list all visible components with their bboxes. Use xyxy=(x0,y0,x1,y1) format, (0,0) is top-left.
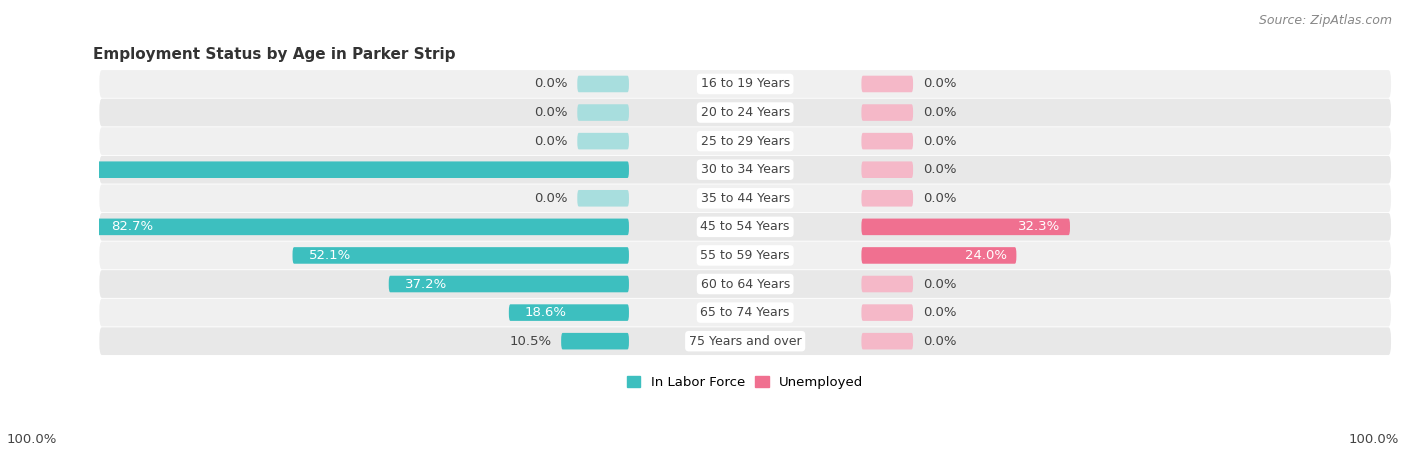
FancyBboxPatch shape xyxy=(862,133,912,149)
FancyBboxPatch shape xyxy=(862,219,1070,235)
FancyBboxPatch shape xyxy=(96,219,628,235)
Text: 0.0%: 0.0% xyxy=(922,192,956,205)
FancyBboxPatch shape xyxy=(100,299,1391,327)
FancyBboxPatch shape xyxy=(100,99,1391,126)
FancyBboxPatch shape xyxy=(578,190,628,207)
Text: 35 to 44 Years: 35 to 44 Years xyxy=(700,192,790,205)
Text: 100.0%: 100.0% xyxy=(1348,433,1399,446)
FancyBboxPatch shape xyxy=(862,161,912,178)
FancyBboxPatch shape xyxy=(578,133,628,149)
Text: 24.0%: 24.0% xyxy=(965,249,1007,262)
Text: 55 to 59 Years: 55 to 59 Years xyxy=(700,249,790,262)
Text: 0.0%: 0.0% xyxy=(534,106,568,119)
FancyBboxPatch shape xyxy=(561,333,628,350)
FancyBboxPatch shape xyxy=(100,70,1391,98)
Text: 10.5%: 10.5% xyxy=(509,335,551,348)
FancyBboxPatch shape xyxy=(862,104,912,121)
Text: 45 to 54 Years: 45 to 54 Years xyxy=(700,221,790,233)
FancyBboxPatch shape xyxy=(100,213,1391,241)
FancyBboxPatch shape xyxy=(0,161,628,178)
Text: 82.7%: 82.7% xyxy=(111,221,153,233)
Text: 0.0%: 0.0% xyxy=(534,135,568,147)
Text: 0.0%: 0.0% xyxy=(922,106,956,119)
FancyBboxPatch shape xyxy=(862,190,912,207)
FancyBboxPatch shape xyxy=(862,76,912,92)
Text: 30 to 34 Years: 30 to 34 Years xyxy=(700,163,790,176)
Text: Employment Status by Age in Parker Strip: Employment Status by Age in Parker Strip xyxy=(93,46,456,62)
Text: 0.0%: 0.0% xyxy=(922,306,956,319)
Text: 0.0%: 0.0% xyxy=(922,277,956,290)
FancyBboxPatch shape xyxy=(292,247,628,264)
Text: 100.0%: 100.0% xyxy=(7,433,58,446)
Text: 0.0%: 0.0% xyxy=(922,163,956,176)
FancyBboxPatch shape xyxy=(388,276,628,292)
FancyBboxPatch shape xyxy=(578,76,628,92)
FancyBboxPatch shape xyxy=(578,104,628,121)
Text: 65 to 74 Years: 65 to 74 Years xyxy=(700,306,790,319)
Text: 60 to 64 Years: 60 to 64 Years xyxy=(700,277,790,290)
Text: 100.0%: 100.0% xyxy=(0,163,49,176)
FancyBboxPatch shape xyxy=(100,184,1391,212)
Text: 16 to 19 Years: 16 to 19 Years xyxy=(700,78,790,91)
Text: 32.3%: 32.3% xyxy=(1018,221,1060,233)
FancyBboxPatch shape xyxy=(862,276,912,292)
FancyBboxPatch shape xyxy=(862,304,912,321)
Text: 0.0%: 0.0% xyxy=(922,135,956,147)
FancyBboxPatch shape xyxy=(100,327,1391,355)
FancyBboxPatch shape xyxy=(100,127,1391,155)
Text: 0.0%: 0.0% xyxy=(534,78,568,91)
Text: 0.0%: 0.0% xyxy=(922,78,956,91)
Text: 20 to 24 Years: 20 to 24 Years xyxy=(700,106,790,119)
Text: 0.0%: 0.0% xyxy=(534,192,568,205)
FancyBboxPatch shape xyxy=(509,304,628,321)
Text: 52.1%: 52.1% xyxy=(309,249,352,262)
FancyBboxPatch shape xyxy=(100,270,1391,298)
FancyBboxPatch shape xyxy=(862,333,912,350)
FancyBboxPatch shape xyxy=(100,242,1391,269)
Legend: In Labor Force, Unemployed: In Labor Force, Unemployed xyxy=(621,371,869,395)
Text: Source: ZipAtlas.com: Source: ZipAtlas.com xyxy=(1258,14,1392,27)
Text: 37.2%: 37.2% xyxy=(405,277,447,290)
Text: 25 to 29 Years: 25 to 29 Years xyxy=(700,135,790,147)
Text: 75 Years and over: 75 Years and over xyxy=(689,335,801,348)
Text: 18.6%: 18.6% xyxy=(524,306,567,319)
Text: 0.0%: 0.0% xyxy=(922,335,956,348)
FancyBboxPatch shape xyxy=(100,156,1391,184)
FancyBboxPatch shape xyxy=(862,247,1017,264)
